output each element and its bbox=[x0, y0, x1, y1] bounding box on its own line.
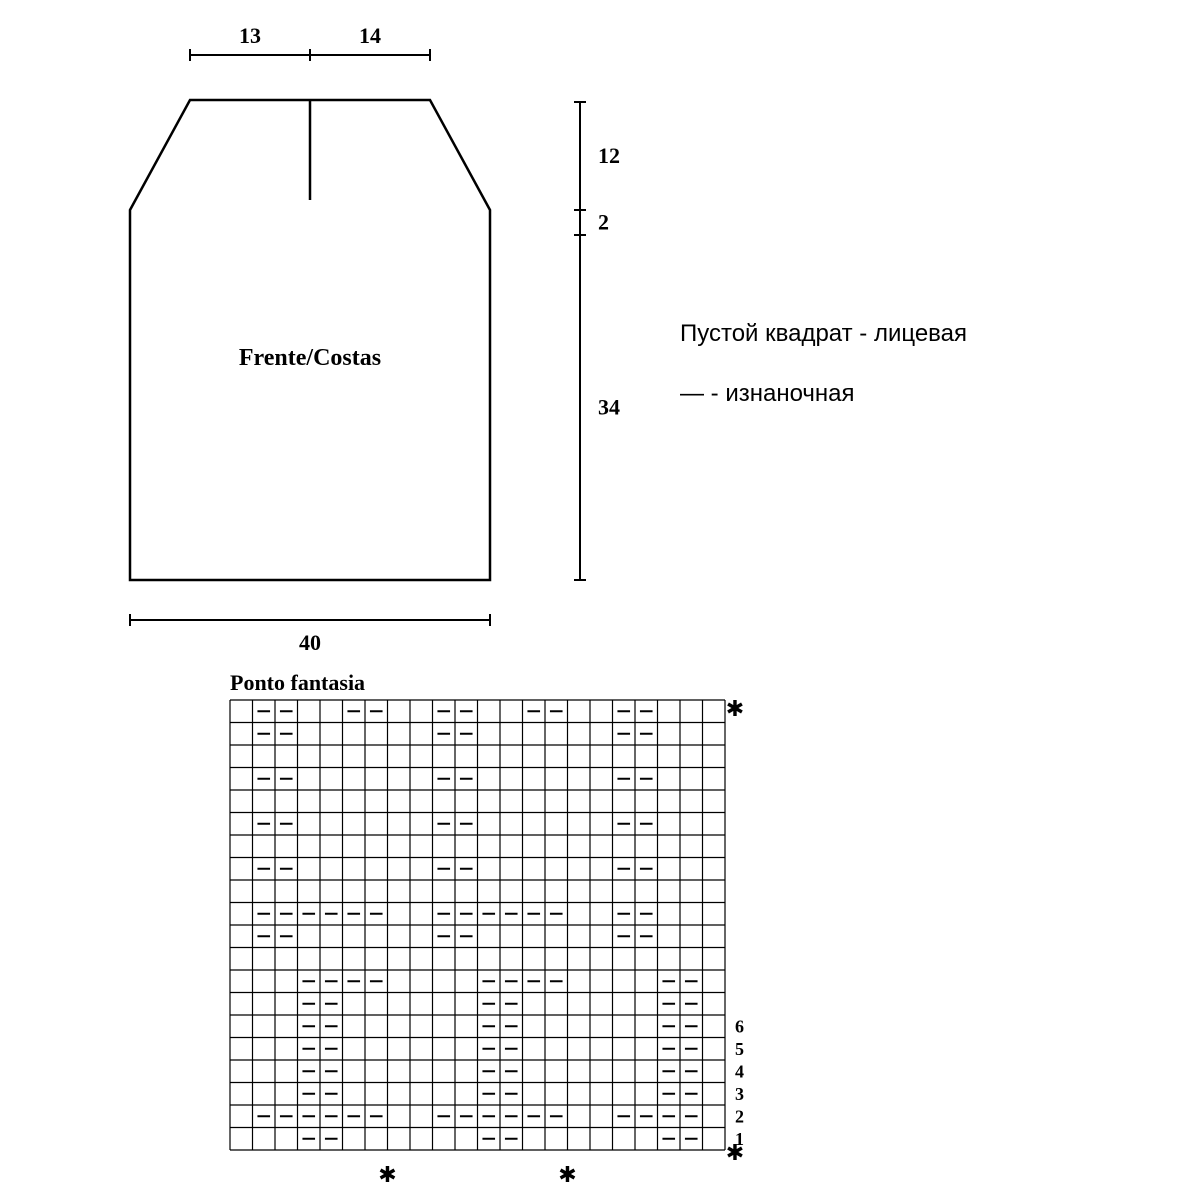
chart-star-marker: ✱ bbox=[726, 696, 744, 721]
chart-star-marker: ✱ bbox=[378, 1162, 396, 1187]
chart-star-marker: ✱ bbox=[726, 1140, 744, 1165]
dim-label: 14 bbox=[359, 23, 381, 48]
dim-label: 40 bbox=[299, 630, 321, 655]
dim-label: 34 bbox=[598, 395, 620, 420]
schematic-label: Frente/Costas bbox=[239, 345, 381, 371]
diagram-canvas: Frente/Costas13141223440123456✱✱✱✱ bbox=[0, 0, 1200, 1200]
legend-empty-square: Пустой квадрат - лицевая bbox=[680, 320, 967, 348]
chart-star-marker: ✱ bbox=[558, 1162, 576, 1187]
chart-row-label: 5 bbox=[735, 1039, 744, 1059]
chart-row-label: 2 bbox=[735, 1106, 744, 1126]
chart-title: Ponto fantasia bbox=[230, 670, 365, 696]
chart-row-label: 6 bbox=[735, 1016, 744, 1036]
chart-row-label: 3 bbox=[735, 1084, 744, 1104]
chart-row-label: 4 bbox=[735, 1061, 744, 1081]
legend-purl-dash: — - изнаночная bbox=[680, 380, 855, 408]
dim-label: 13 bbox=[239, 23, 261, 48]
dim-label: 2 bbox=[598, 210, 609, 235]
dim-label: 12 bbox=[598, 143, 620, 168]
